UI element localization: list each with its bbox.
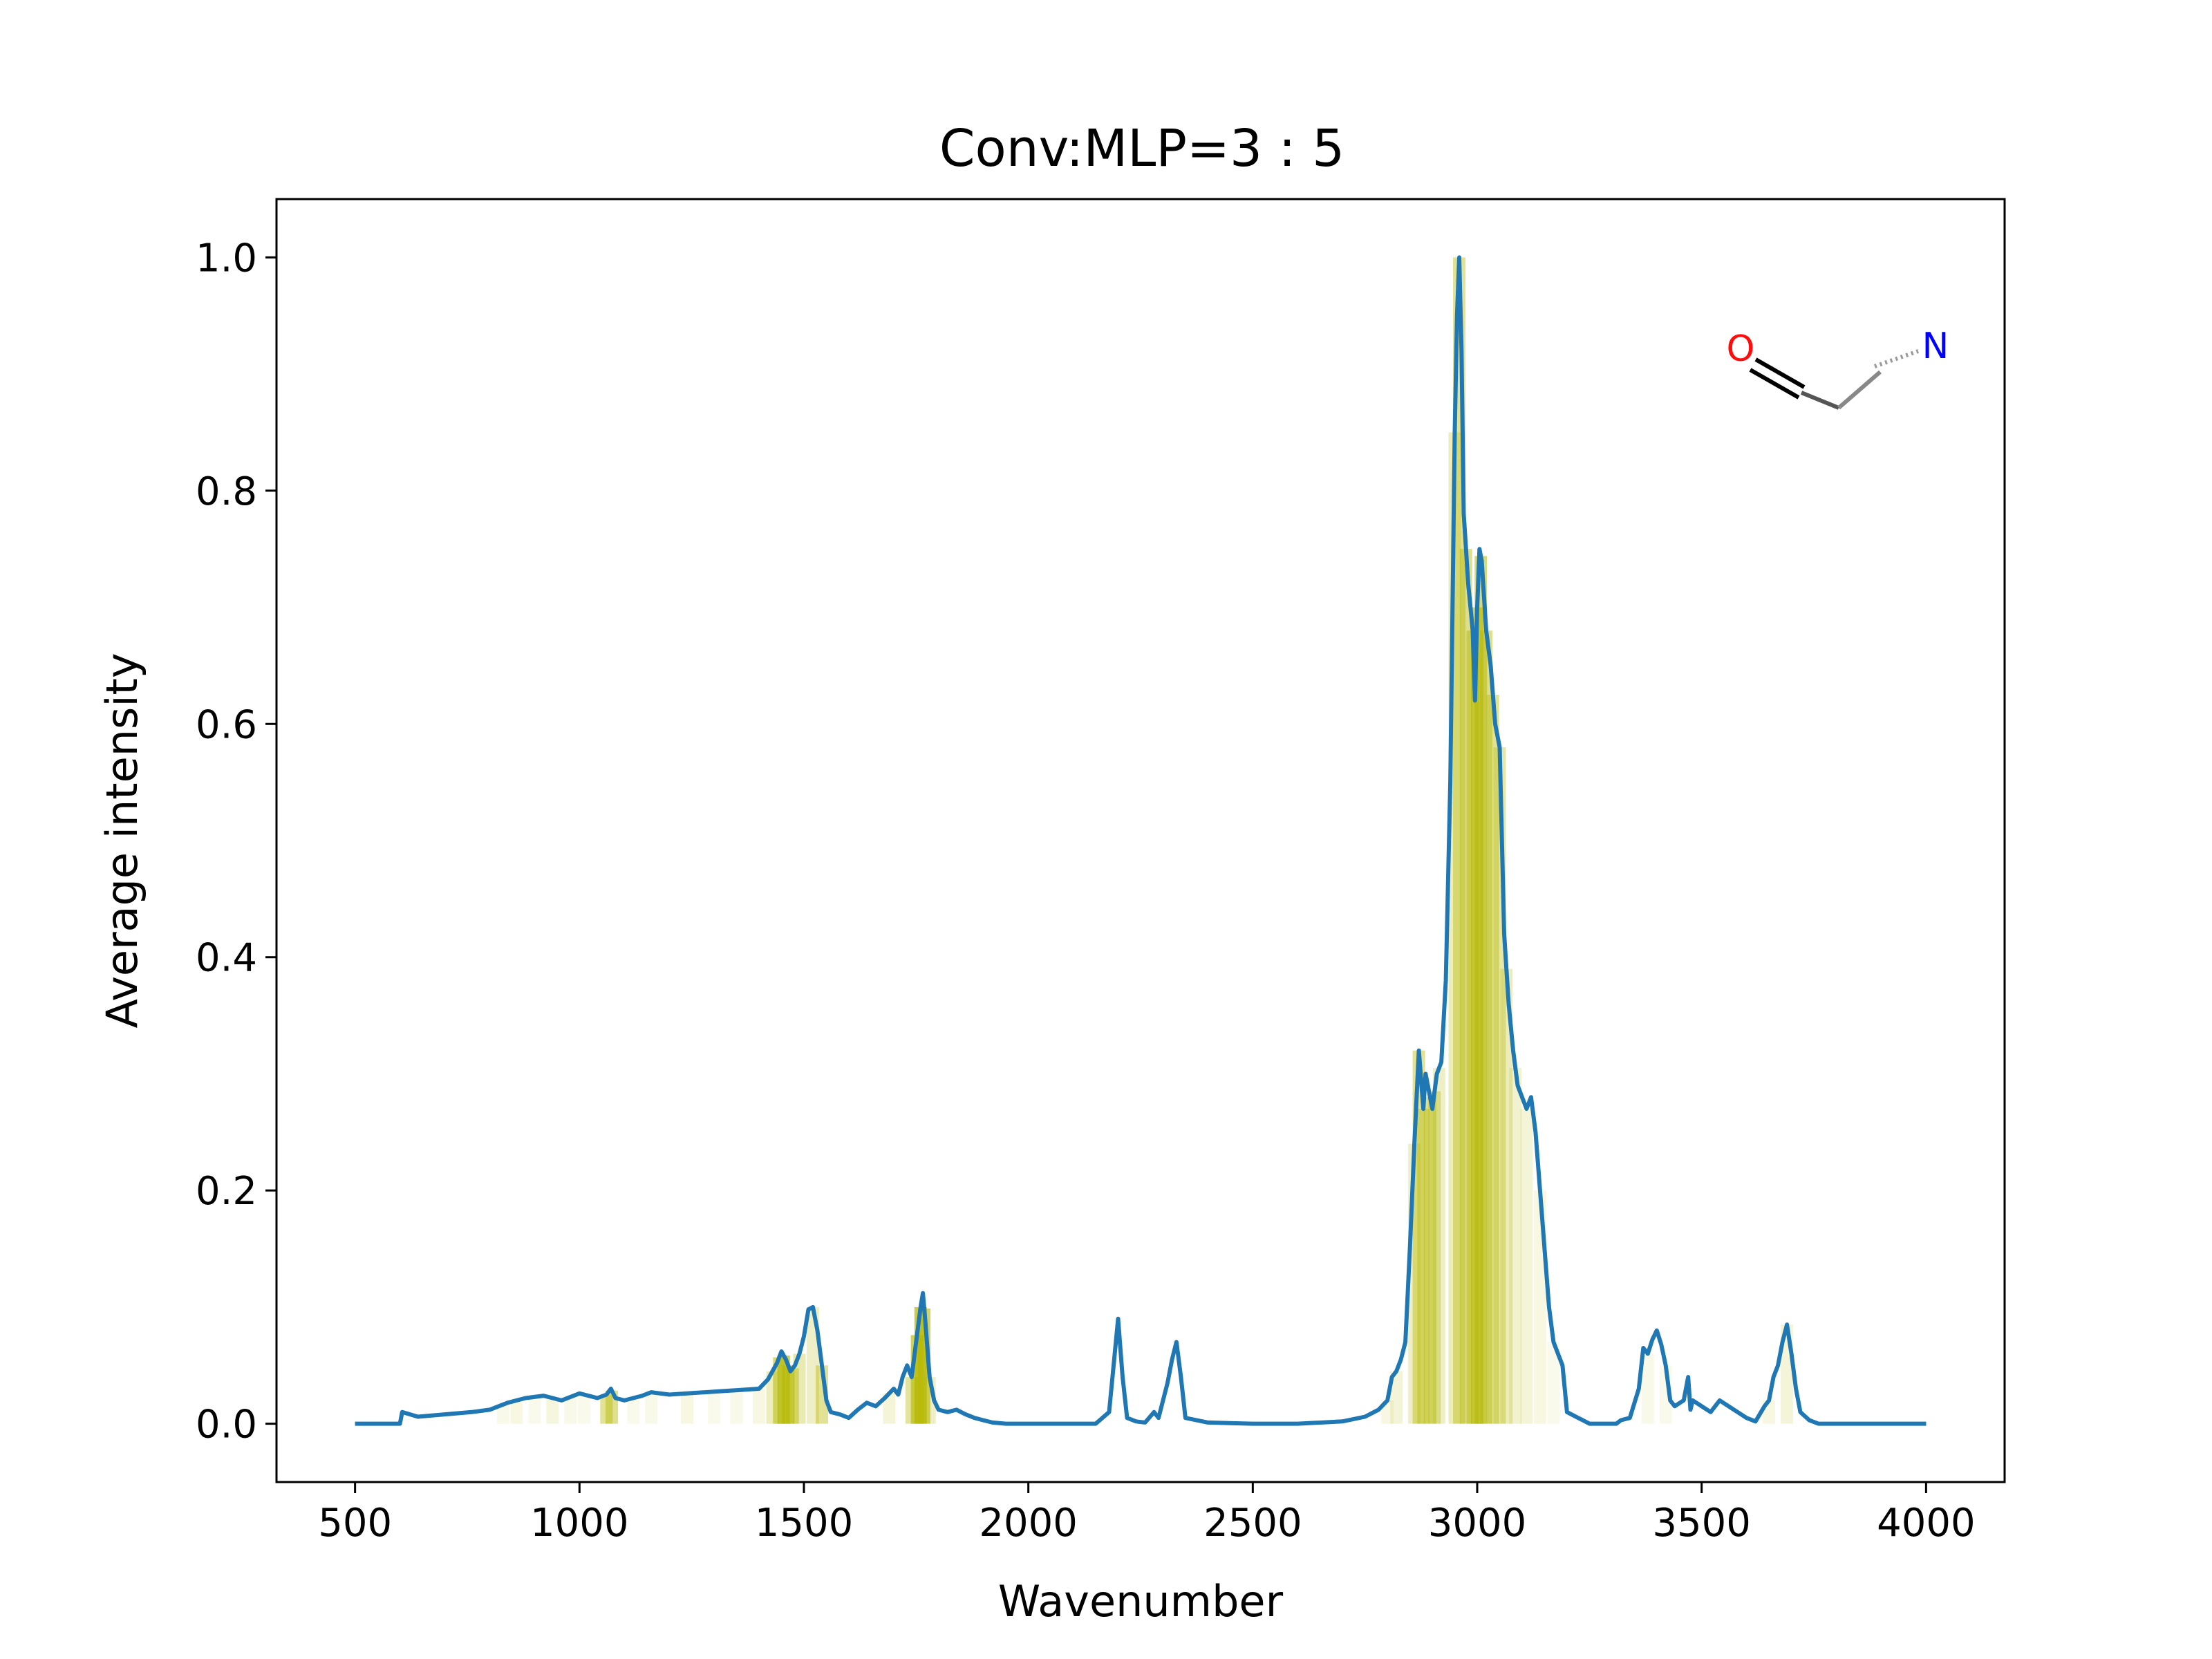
- x-tick-label: 4000: [1877, 1501, 1976, 1546]
- x-axis-title: Wavenumber: [998, 1576, 1284, 1627]
- x-tick-label: 3500: [1652, 1501, 1751, 1546]
- highlight-band-33: [1423, 1097, 1436, 1424]
- highlight-band-46: [1509, 1068, 1522, 1424]
- highlight-band-0: [496, 1404, 509, 1424]
- y-tick-label: 0.8: [196, 469, 257, 514]
- highlight-band-47: [1520, 1109, 1533, 1424]
- molecule-inset: O N: [1727, 326, 1949, 410]
- highlight-band-50: [1641, 1353, 1654, 1424]
- oxygen-atom: O: [1727, 328, 1755, 370]
- highlight-band-37: [1453, 257, 1466, 1424]
- highlight-band-43: [1486, 695, 1499, 1424]
- y-tick-label: 0.4: [196, 936, 257, 981]
- x-axis: 500 1000 1500 2000 2500 3000 3500 4000: [318, 1482, 1976, 1546]
- highlight-band-42: [1480, 630, 1492, 1424]
- highlight-band-17: [782, 1365, 795, 1424]
- highlight-band-12: [730, 1390, 743, 1424]
- series-layer: [355, 255, 1927, 1426]
- highlight-band-11: [708, 1391, 721, 1424]
- highlight-band-5: [577, 1394, 590, 1424]
- wedge-bond: [1874, 349, 1919, 368]
- plot-frame: [275, 198, 2006, 1483]
- y-tick-label: 0.0: [196, 1403, 257, 1447]
- highlight-band-1: [510, 1400, 523, 1424]
- x-tick-label: 2500: [1203, 1501, 1302, 1546]
- highlight-band-13: [753, 1389, 766, 1424]
- y-axis-title: Average intensity: [97, 653, 147, 1028]
- highlight-band-10: [681, 1393, 694, 1424]
- highlight-band-22: [883, 1393, 896, 1424]
- highlight-band-32: [1417, 1109, 1430, 1424]
- highlight-band-6: [600, 1394, 613, 1424]
- highlight-band-49: [1547, 1342, 1560, 1424]
- highlight-band-38: [1459, 549, 1472, 1424]
- highlight-band-18: [786, 1368, 799, 1424]
- highlight-band-19: [793, 1353, 806, 1424]
- highlight-band-35: [1432, 1068, 1445, 1424]
- highlight-band-2: [528, 1396, 541, 1424]
- highlight-band-3: [546, 1398, 559, 1424]
- highlight-band-29: [1390, 1371, 1403, 1424]
- x-tick-label: 500: [318, 1501, 392, 1546]
- double-bond-outer: [1754, 357, 1806, 389]
- single-bond: [1800, 391, 1840, 410]
- y-axis: 0.0 0.2 0.4 0.6 0.8 1.0: [196, 236, 276, 1447]
- y-tick-label: 0.2: [196, 1169, 257, 1214]
- highlight-band-34: [1428, 1091, 1441, 1424]
- spectrum-line: [355, 255, 1927, 1426]
- highlight-band-45: [1500, 968, 1513, 1424]
- x-tick-label: 3000: [1428, 1501, 1527, 1546]
- y-tick-label: 0.6: [196, 702, 257, 747]
- n-bond: [1837, 370, 1882, 410]
- x-tick-label: 1000: [530, 1501, 629, 1546]
- highlight-band-41: [1474, 556, 1488, 1424]
- x-tick-label: 2000: [979, 1501, 1078, 1546]
- highlight-band-8: [627, 1398, 640, 1424]
- y-tick-label: 1.0: [196, 236, 257, 281]
- x-tick-label: 1500: [755, 1501, 854, 1546]
- highlight-band-4: [564, 1396, 577, 1424]
- highlight-band-20: [806, 1306, 819, 1424]
- nitrogen-atom: N: [1922, 326, 1949, 367]
- highlight-band-9: [645, 1392, 658, 1424]
- double-bond-inner: [1749, 368, 1800, 400]
- chart-title: Conv:MLP=3 : 5: [939, 119, 1344, 178]
